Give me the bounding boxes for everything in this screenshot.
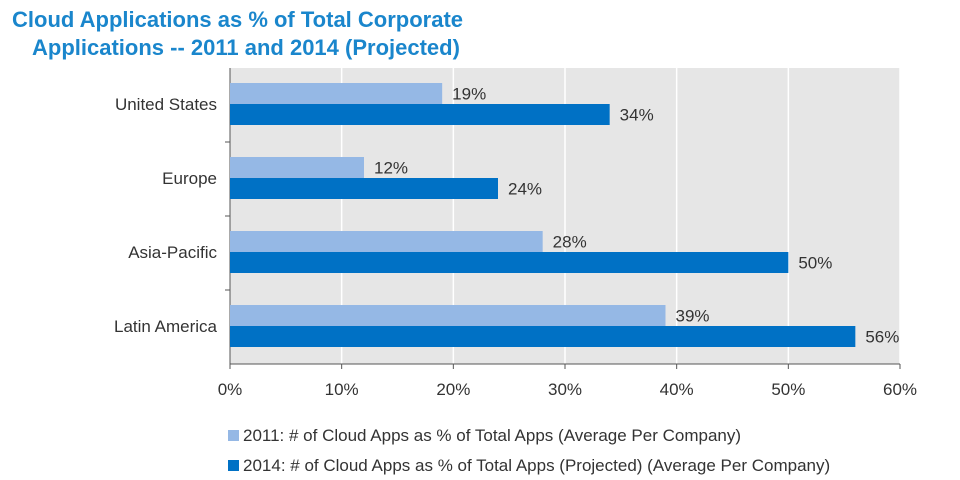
legend-label-2014: 2014: # of Cloud Apps as % of Total Apps…: [243, 456, 831, 475]
bar-2011-latin-america: [230, 305, 666, 326]
data-label-2011-united-states: 19%: [452, 85, 486, 104]
x-tick-label-40: 40%: [660, 380, 694, 399]
legend-item-2011: 2011: # of Cloud Apps as % of Total Apps…: [228, 426, 741, 446]
category-label-europe: Europe: [162, 169, 217, 188]
chart-title-line-1: Cloud Applications as % of Total Corpora…: [12, 7, 464, 32]
data-label-2011-latin-america: 39%: [676, 307, 710, 326]
category-label-latin-america: Latin America: [114, 317, 218, 336]
x-tick-label-50: 50%: [771, 380, 805, 399]
legend-swatch-2014: [228, 460, 239, 471]
data-label-2014-europe: 24%: [508, 180, 542, 199]
data-label-2011-asia-pacific: 28%: [553, 233, 587, 252]
bar-2014-united-states: [230, 104, 610, 125]
bar-2014-europe: [230, 178, 498, 199]
category-label-united-states: United States: [115, 95, 217, 114]
data-label-2014-latin-america: 56%: [865, 328, 899, 347]
bar-2014-latin-america: [230, 326, 856, 347]
category-label-asia-pacific: Asia-Pacific: [128, 243, 217, 262]
x-tick-label-60: 60%: [883, 380, 917, 399]
x-tick-label-20: 20%: [436, 380, 470, 399]
x-tick-label-30: 30%: [548, 380, 582, 399]
bar-2011-europe: [230, 157, 364, 178]
x-tick-label-0: 0%: [218, 380, 243, 399]
data-label-2014-united-states: 34%: [620, 106, 654, 125]
x-tick-label-10: 10%: [325, 380, 359, 399]
bar-2011-united-states: [230, 83, 443, 104]
bar-2014-asia-pacific: [230, 252, 789, 273]
legend-item-2014: 2014: # of Cloud Apps as % of Total Apps…: [228, 456, 830, 476]
legend-label-2011: 2011: # of Cloud Apps as % of Total Apps…: [243, 426, 742, 445]
bar-2011-asia-pacific: [230, 231, 543, 252]
chart-title-line-2: Applications -- 2011 and 2014 (Projected…: [32, 35, 460, 60]
data-label-2014-asia-pacific: 50%: [798, 254, 832, 273]
data-label-2011-europe: 12%: [374, 159, 408, 178]
legend-swatch-2011: [228, 430, 239, 441]
